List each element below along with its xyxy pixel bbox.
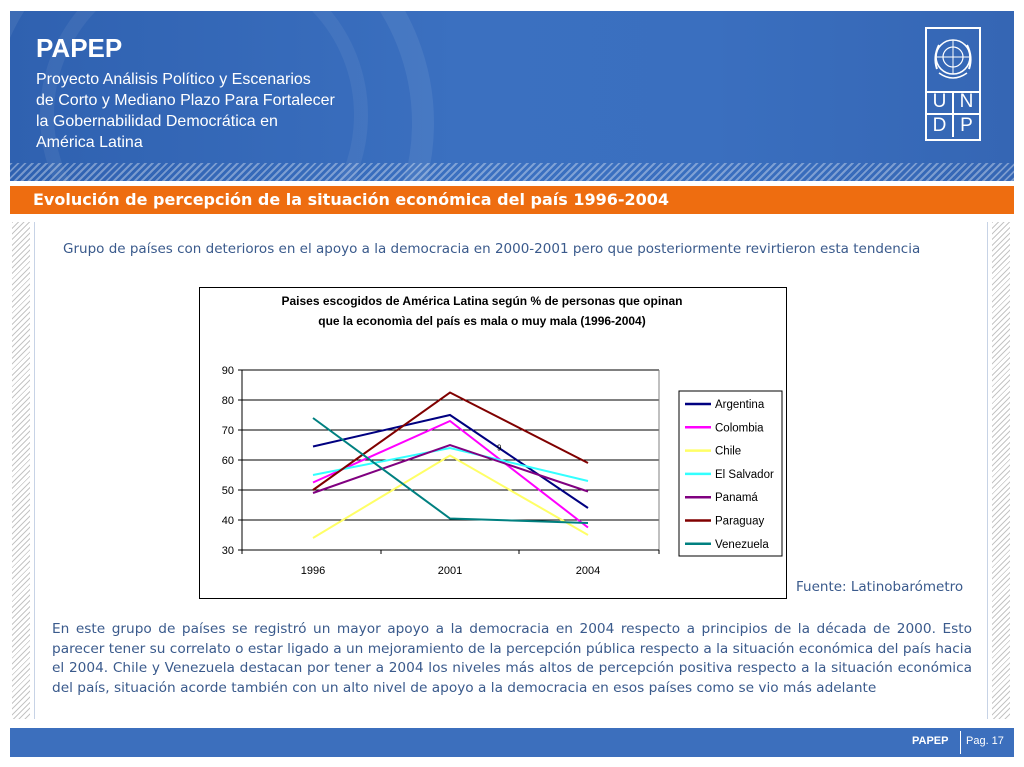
y-tick-label-40: 40 xyxy=(222,515,234,527)
x-tick-label-2001: 2001 xyxy=(438,565,462,577)
source-note: Fuente: Latinobarómetro xyxy=(796,579,964,595)
footer-brand: PAPEP xyxy=(912,735,949,747)
un-emblem-icon xyxy=(927,29,979,93)
series-line-paraguay xyxy=(312,391,589,491)
legend-label-venezuela: Venezuela xyxy=(715,539,769,551)
chart-title-line-2: que la economìa del país es mala o muy m… xyxy=(318,314,645,328)
y-tick-label-70: 70 xyxy=(222,425,234,437)
x-tick-label-1996: 1996 xyxy=(301,565,325,577)
left-hatch-border xyxy=(12,222,30,719)
logo-letter-d: D xyxy=(927,115,954,137)
logo-letter-p: P xyxy=(960,115,973,136)
y-tick-label-60: 60 xyxy=(222,455,234,467)
legend-label-el-salvador: El Salvador xyxy=(715,469,774,481)
right-hatch-border xyxy=(992,222,1010,719)
legend-label-panamá: Panamá xyxy=(715,492,758,504)
undp-logo: U N D P xyxy=(925,27,981,141)
legend-label-paraguay: Paraguay xyxy=(715,516,764,528)
header-stripe xyxy=(10,163,1014,181)
intro-text: Grupo de países con deterioros en el apo… xyxy=(63,241,921,257)
series-line-panamá xyxy=(312,443,589,494)
footer-bar: PAPEP Pag. 17 xyxy=(10,728,1014,757)
logo-letter-u: U xyxy=(927,91,954,115)
header-title: PAPEP xyxy=(36,33,123,63)
y-tick-label-30: 30 xyxy=(222,545,234,557)
line-chart: Paises escogidos de América Latina según… xyxy=(199,287,787,599)
y-tick-label-90: 90 xyxy=(222,365,234,377)
right-divider xyxy=(987,222,988,719)
left-divider xyxy=(34,222,35,719)
footer-separator xyxy=(960,731,961,754)
header-banner: PAPEP Proyecto Análisis Político y Escen… xyxy=(10,11,1014,181)
y-tick-label-80: 80 xyxy=(222,395,234,407)
legend-label-chile: Chile xyxy=(715,446,741,458)
x-tick-label-2004: 2004 xyxy=(576,565,600,577)
legend-label-argentina: Argentina xyxy=(715,399,765,411)
legend-label-colombia: Colombia xyxy=(715,422,764,434)
page-number: Pag. 17 xyxy=(966,735,1004,747)
series-line-chile xyxy=(312,454,589,539)
series-line-colombia xyxy=(312,419,589,529)
slide-title: Evolución de percepción de la situación … xyxy=(33,190,670,209)
header-subtitle: Proyecto Análisis Político y Escenarios … xyxy=(36,71,335,151)
chart-annotation: 9 xyxy=(497,444,502,453)
series-line-venezuela xyxy=(312,417,589,524)
analysis-paragraph: En este grupo de países se registró un m… xyxy=(52,621,972,696)
chart-container: Paises escogidos de América Latina según… xyxy=(199,287,788,604)
chart-title-line-1: Paises escogidos de América Latina según… xyxy=(281,294,682,308)
series-line-el-salvador xyxy=(312,446,589,482)
slide-title-bar: Evolución de percepción de la situación … xyxy=(10,186,1014,214)
logo-letter-n: N xyxy=(954,91,979,115)
y-tick-label-50: 50 xyxy=(222,485,234,497)
